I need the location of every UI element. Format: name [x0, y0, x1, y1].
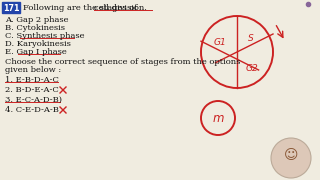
Text: cell division.: cell division. [94, 4, 147, 12]
Text: A. Gap 2 phase: A. Gap 2 phase [5, 16, 68, 24]
Text: Following are the stages of: Following are the stages of [23, 4, 140, 12]
Text: 4. C-E-D-A-B: 4. C-E-D-A-B [5, 106, 59, 114]
Text: 2. B-D-E-A-C: 2. B-D-E-A-C [5, 86, 59, 94]
Text: given below :: given below : [5, 66, 61, 74]
Text: 171: 171 [3, 3, 19, 12]
Text: D. Karyokinesis: D. Karyokinesis [5, 40, 71, 48]
FancyBboxPatch shape [2, 2, 20, 13]
Circle shape [271, 138, 311, 178]
Text: G2: G2 [246, 64, 258, 73]
Text: E. Gap I phase: E. Gap I phase [5, 48, 67, 56]
Text: m: m [212, 111, 224, 125]
Text: B. Cytokinesis: B. Cytokinesis [5, 24, 65, 32]
Text: S: S [248, 33, 254, 42]
Text: Choose the correct sequence of stages from the options: Choose the correct sequence of stages fr… [5, 58, 240, 66]
Text: ☺: ☺ [284, 148, 298, 162]
Text: 3. E-C-A-D-B): 3. E-C-A-D-B) [5, 96, 62, 104]
Text: G1: G1 [214, 37, 226, 46]
Text: C. Synthesis phase: C. Synthesis phase [5, 32, 84, 40]
Text: 1. E-B-D-A-C: 1. E-B-D-A-C [5, 76, 59, 84]
